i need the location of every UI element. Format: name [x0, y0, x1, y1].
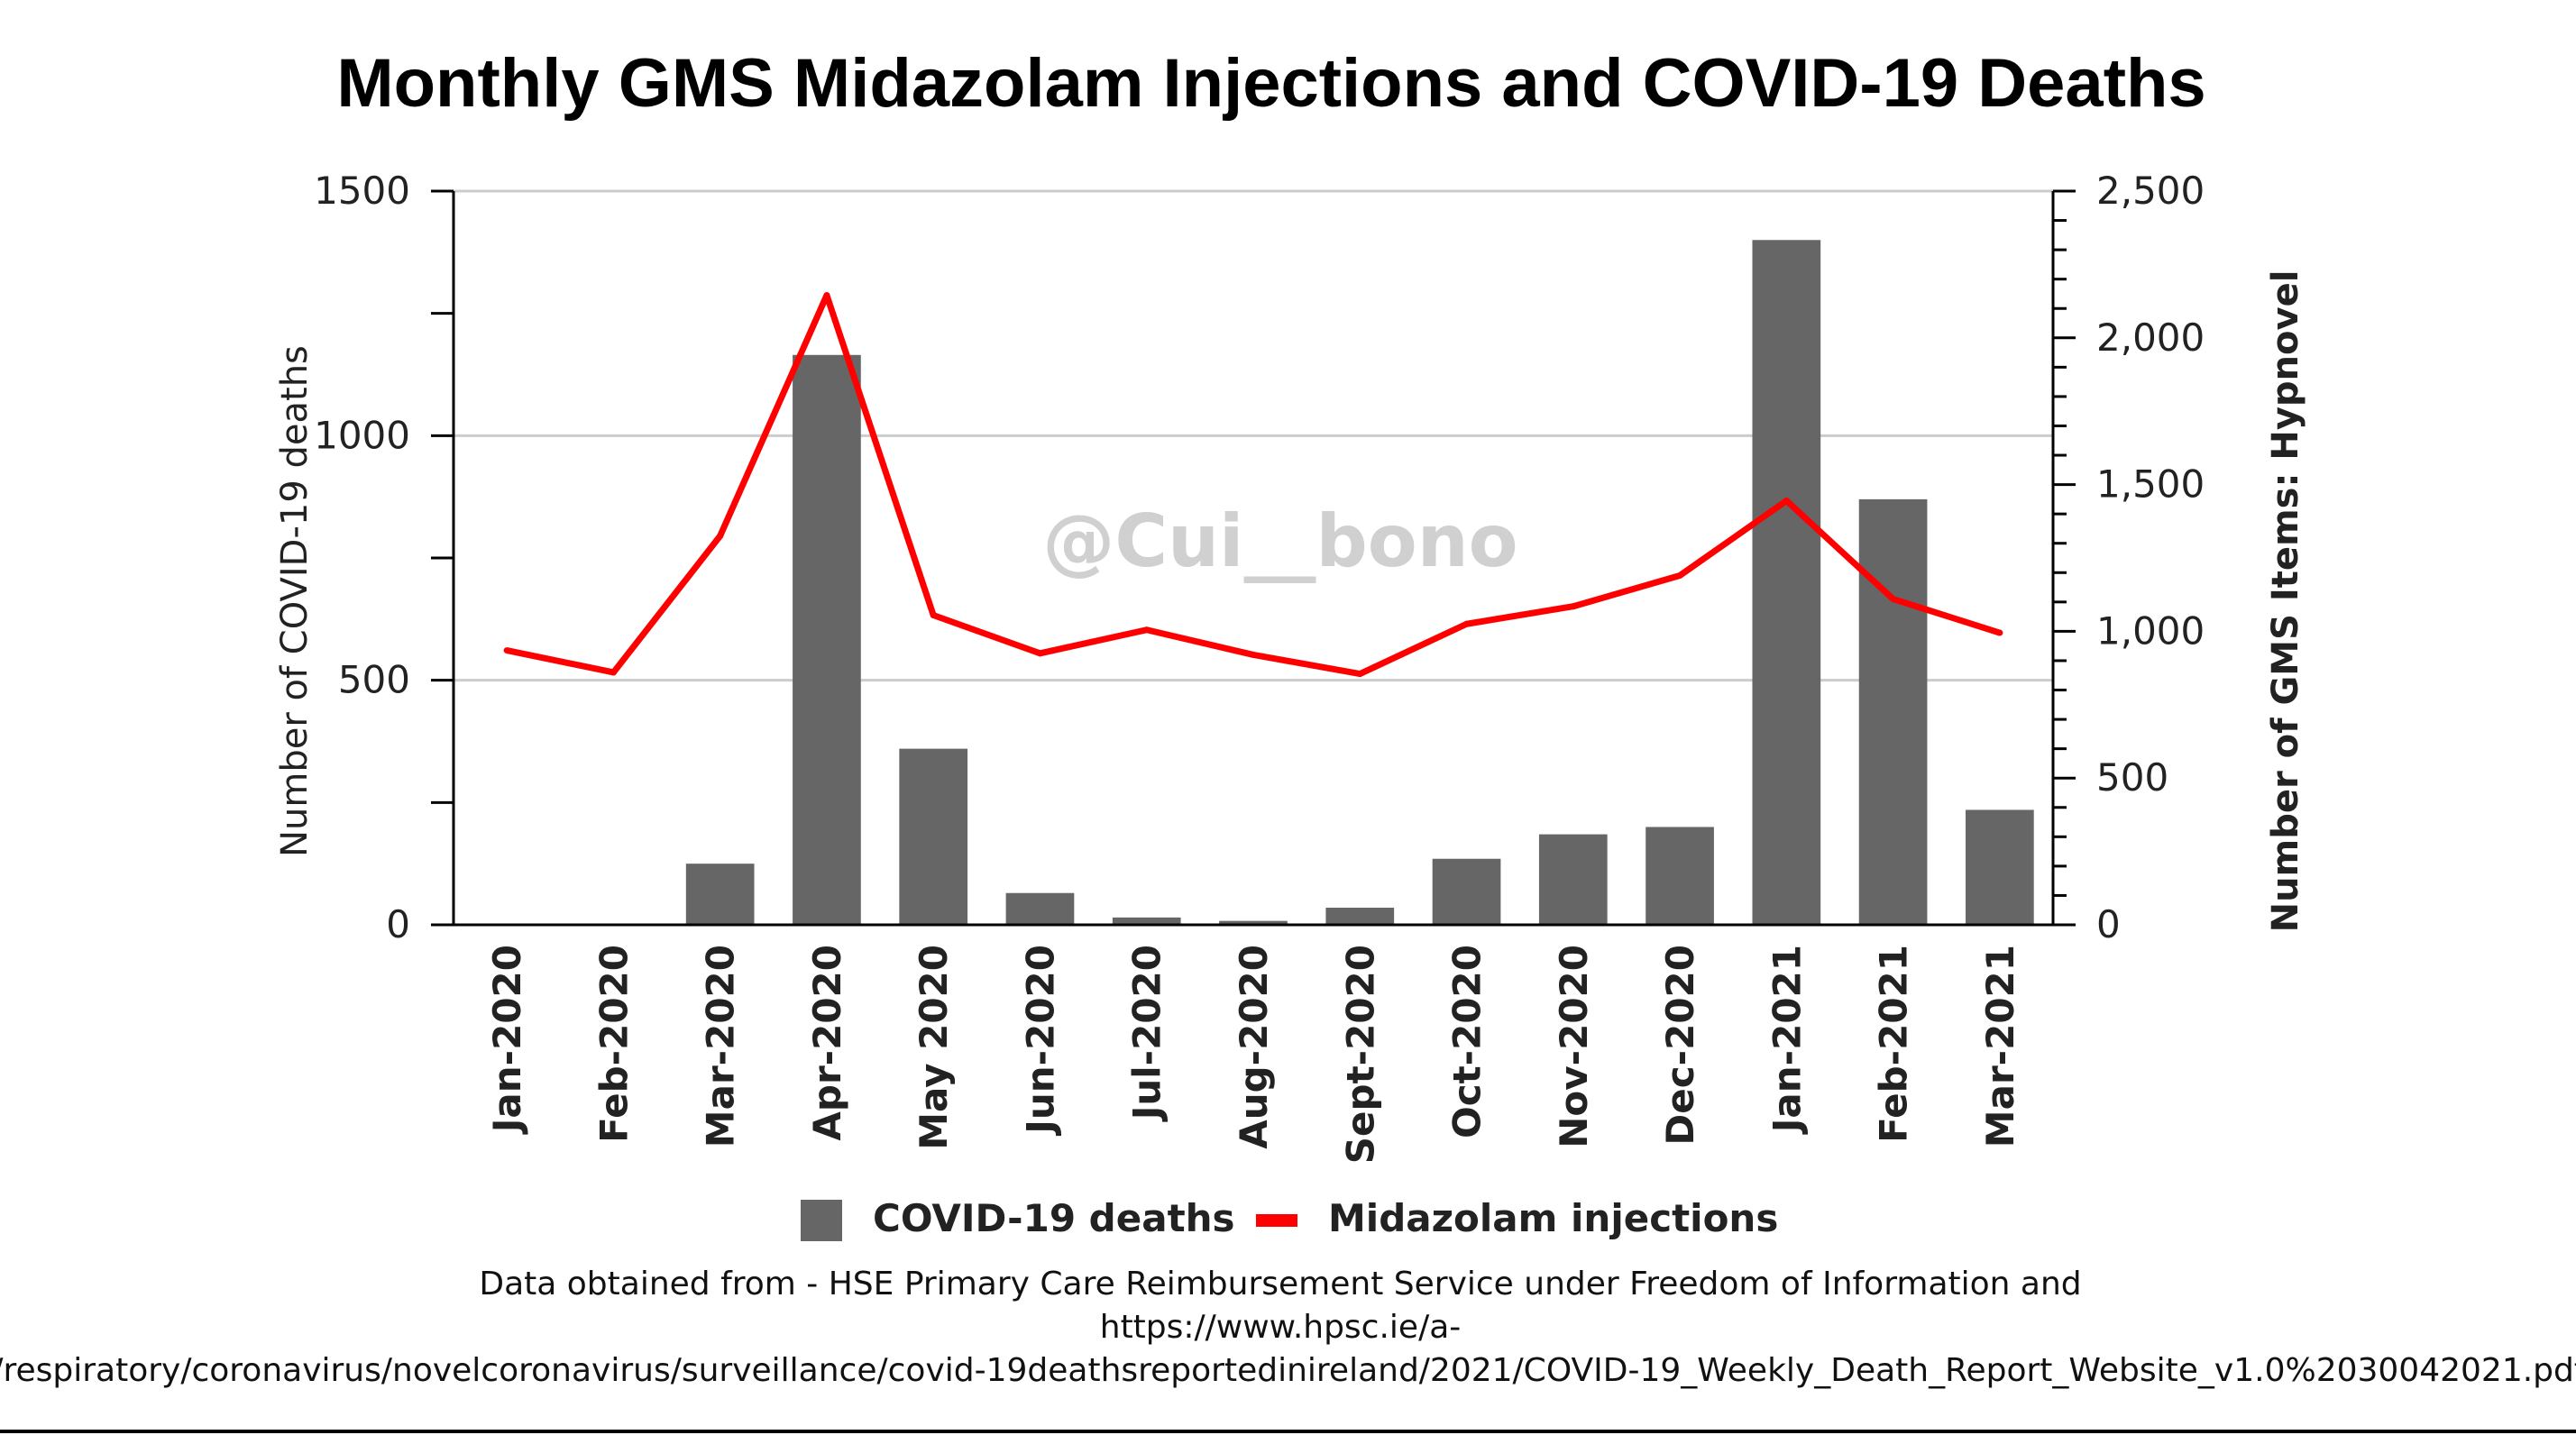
- y-axis-label: Number of COVID-19 deaths: [274, 345, 316, 857]
- x-tick-label: Jan-2020: [485, 945, 529, 1135]
- bar: [1005, 892, 1075, 925]
- bar: [685, 864, 755, 925]
- axes: 0 500 1000 1500 0 500 1,000 1,500 2,000 2,500 Jan-…: [314, 169, 2205, 1164]
- bar: [899, 748, 968, 925]
- x-tick-label: Dec-2020: [1658, 945, 1702, 1146]
- x-tick-label: Aug-2020: [1232, 945, 1276, 1149]
- bar: [1219, 920, 1288, 925]
- line-point: [1890, 596, 1897, 603]
- line-point: [1676, 572, 1683, 580]
- x-tick-label: Apr-2020: [805, 945, 849, 1141]
- line-point: [610, 669, 617, 676]
- y-right-tick-label: 1,500: [2096, 462, 2205, 507]
- legend: COVID-19 deaths Midazolam injections: [801, 1196, 1778, 1241]
- legend-swatch-midazolam: [1256, 1214, 1297, 1227]
- line-point: [930, 611, 937, 618]
- x-tick-label: Sept-2020: [1338, 945, 1382, 1164]
- x-tick-label: Feb-2021: [1872, 945, 1916, 1143]
- x-tick-label: Feb-2020: [591, 945, 636, 1143]
- line-point: [1463, 620, 1471, 627]
- line-series: [503, 292, 2003, 678]
- legend-label-midazolam: Midazolam injections: [1328, 1196, 1778, 1240]
- line-point: [1036, 650, 1043, 657]
- bars: [685, 240, 2034, 925]
- x-tick-label: Nov-2020: [1552, 945, 1596, 1148]
- x-tick-label: Jul-2020: [1125, 945, 1169, 1122]
- y-right-tick-label: 1,000: [2096, 608, 2205, 653]
- x-tick-label: May 2020: [912, 945, 956, 1150]
- line-point: [1996, 629, 2003, 636]
- bar: [1858, 498, 1928, 925]
- x-tick-label: Mar-2021: [1978, 945, 2022, 1147]
- bar: [1538, 834, 1608, 925]
- bar: [1752, 240, 1821, 925]
- bar: [1432, 858, 1501, 925]
- x-tick-label: Jun-2020: [1018, 945, 1062, 1137]
- bar: [1112, 917, 1181, 925]
- y-tick-label: 1500: [314, 169, 410, 213]
- source-line-3: z/respiratory/coronavirus/novelcoronavir…: [0, 1352, 2576, 1389]
- line-point: [1783, 498, 1790, 505]
- bar: [793, 354, 861, 925]
- y-right-tick-label: 500: [2096, 755, 2168, 800]
- line-point: [1250, 651, 1257, 658]
- y-tick-label: 1000: [314, 413, 410, 457]
- x-tick-label: Jan-2021: [1765, 945, 1809, 1135]
- line-point: [1143, 626, 1150, 634]
- bar: [1966, 809, 2034, 925]
- y-right-tick-label: 2,500: [2096, 169, 2205, 213]
- line-point: [717, 533, 724, 540]
- legend-swatch-covid-deaths: [801, 1200, 842, 1241]
- line-point: [1570, 603, 1577, 610]
- y-axis-right-label: Number of GMS Items: Hypnovel: [2265, 270, 2306, 933]
- source-line-1: Data obtained from - HSE Primary Care Re…: [479, 1266, 2081, 1302]
- x-tick-label: Mar-2020: [699, 945, 743, 1147]
- legend-label-covid-deaths: COVID-19 deaths: [873, 1196, 1235, 1240]
- source-line-2: https://www.hpsc.ie/a-: [1100, 1309, 1462, 1346]
- y-right-tick-label: 2,000: [2096, 315, 2205, 360]
- y-tick-label: 0: [386, 902, 410, 946]
- line-point: [1356, 671, 1363, 678]
- line-point: [503, 647, 510, 654]
- y-right-tick-label: 0: [2096, 902, 2121, 946]
- bar: [1646, 827, 1714, 925]
- chart-title: Monthly GMS Midazolam Injections and COV…: [336, 45, 2205, 122]
- bar: [1325, 908, 1395, 925]
- line-point: [823, 292, 830, 299]
- x-tick-label: Oct-2020: [1445, 945, 1490, 1138]
- watermark: @Cui__bono: [1042, 499, 1517, 583]
- y-tick-label: 500: [338, 658, 410, 702]
